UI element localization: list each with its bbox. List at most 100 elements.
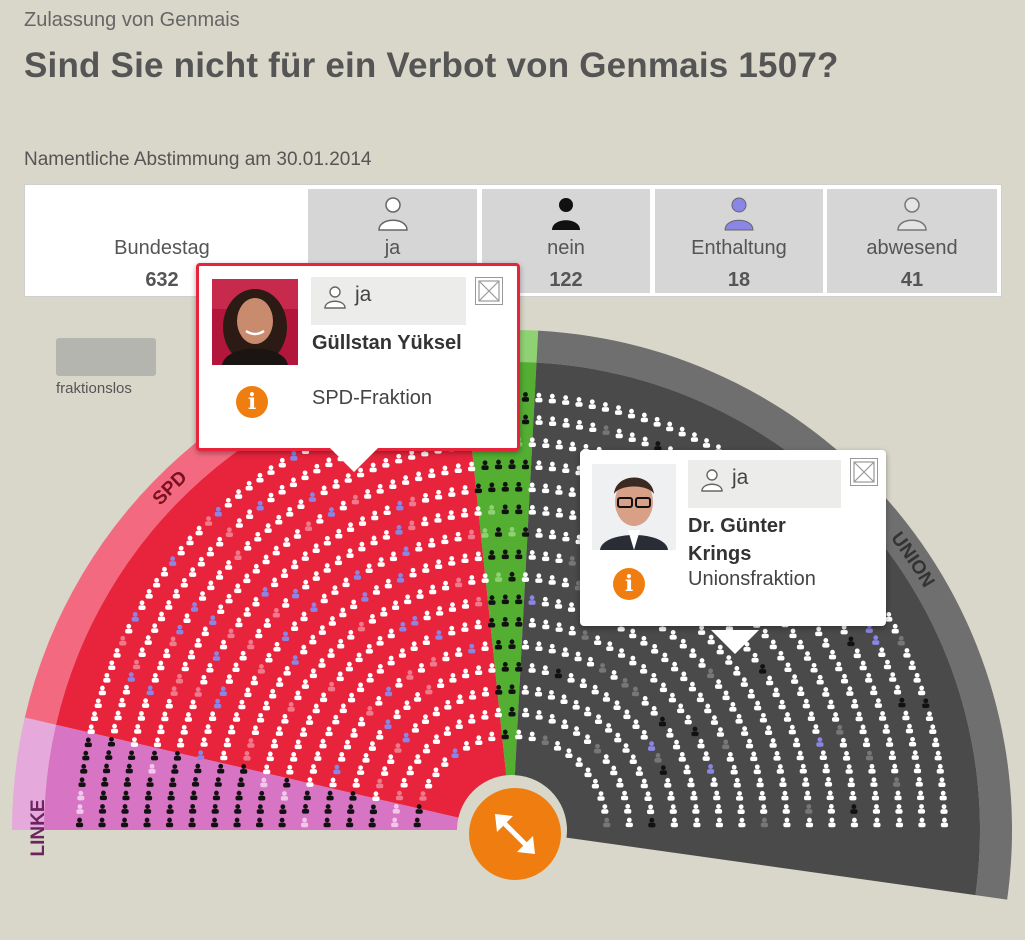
seat[interactable] (150, 750, 159, 761)
sector-union[interactable] (514, 362, 980, 896)
seat[interactable] (207, 580, 215, 591)
seat[interactable] (783, 712, 792, 722)
seat[interactable] (849, 790, 857, 801)
seat[interactable] (760, 817, 769, 828)
seat[interactable] (247, 738, 255, 748)
seat[interactable] (294, 739, 302, 750)
seat[interactable] (278, 484, 286, 495)
seat[interactable] (376, 635, 384, 646)
seat[interactable] (417, 663, 426, 673)
seat[interactable] (411, 723, 419, 733)
seat[interactable] (521, 414, 530, 425)
seat[interactable] (289, 477, 298, 488)
seat[interactable] (332, 479, 340, 489)
seat[interactable] (293, 529, 302, 539)
seat[interactable] (791, 674, 799, 684)
seat[interactable] (898, 697, 906, 708)
seat[interactable] (309, 668, 317, 679)
seat[interactable] (247, 639, 255, 650)
seat[interactable] (870, 777, 878, 787)
seat[interactable] (796, 639, 805, 650)
seat[interactable] (183, 613, 191, 623)
seat[interactable] (824, 777, 833, 787)
seat[interactable] (799, 763, 807, 774)
seat[interactable] (658, 716, 667, 727)
seat[interactable] (562, 417, 570, 428)
seat[interactable] (409, 567, 417, 578)
seat[interactable] (425, 778, 433, 789)
seat[interactable] (358, 541, 366, 552)
seat[interactable] (318, 658, 326, 668)
seat[interactable] (574, 651, 582, 662)
seat[interactable] (312, 543, 320, 554)
seat[interactable] (191, 777, 200, 787)
seat[interactable] (432, 706, 440, 717)
seat[interactable] (568, 625, 576, 636)
seat[interactable] (706, 764, 715, 774)
seat[interactable] (77, 790, 85, 801)
seat[interactable] (707, 668, 715, 679)
sector-linke[interactable] (44, 724, 459, 830)
seat[interactable] (394, 743, 402, 753)
seat[interactable] (915, 777, 923, 787)
seat[interactable] (561, 647, 569, 657)
seat[interactable] (206, 662, 214, 673)
seat[interactable] (376, 484, 384, 494)
seat[interactable] (304, 521, 313, 531)
seat[interactable] (878, 711, 887, 721)
seat[interactable] (197, 556, 205, 567)
seat[interactable] (594, 635, 602, 645)
seat[interactable] (932, 737, 940, 748)
seat[interactable] (223, 737, 232, 748)
seat[interactable] (610, 765, 618, 776)
seat[interactable] (408, 450, 416, 460)
seat[interactable] (87, 724, 95, 735)
seat[interactable] (303, 790, 311, 801)
seat[interactable] (169, 556, 177, 566)
seat[interactable] (929, 724, 937, 735)
seat[interactable] (777, 650, 785, 661)
seat[interactable] (225, 560, 233, 570)
seat[interactable] (356, 682, 365, 693)
seat[interactable] (501, 504, 509, 515)
seat[interactable] (495, 685, 503, 695)
seat[interactable] (521, 639, 530, 650)
seat[interactable] (895, 817, 904, 828)
seat[interactable] (209, 711, 217, 722)
seat[interactable] (822, 763, 830, 774)
seat[interactable] (189, 804, 197, 814)
seat[interactable] (842, 750, 851, 761)
seat[interactable] (501, 549, 509, 560)
seat[interactable] (735, 791, 744, 801)
seat[interactable] (312, 703, 320, 714)
seat[interactable] (488, 505, 496, 515)
seat[interactable] (361, 592, 369, 602)
seat[interactable] (333, 764, 341, 775)
member-info-button[interactable]: i (236, 386, 268, 418)
seat[interactable] (650, 672, 658, 683)
seat[interactable] (184, 712, 193, 722)
seat[interactable] (347, 630, 355, 640)
seat[interactable] (392, 803, 400, 814)
seat[interactable] (535, 528, 543, 538)
seat[interactable] (255, 628, 263, 639)
seat[interactable] (828, 649, 837, 660)
seat[interactable] (399, 621, 407, 632)
seat[interactable] (698, 658, 706, 668)
seat[interactable] (687, 777, 695, 788)
seat[interactable] (591, 778, 599, 789)
seat[interactable] (761, 628, 769, 639)
seat[interactable] (911, 750, 919, 760)
seat[interactable] (822, 638, 830, 648)
seat[interactable] (444, 699, 452, 710)
seat[interactable] (214, 698, 222, 709)
seat[interactable] (271, 577, 279, 588)
seat[interactable] (803, 790, 812, 801)
seat[interactable] (201, 626, 209, 637)
seat[interactable] (410, 641, 418, 652)
seat[interactable] (521, 685, 529, 695)
seat[interactable] (257, 664, 265, 674)
seat[interactable] (376, 729, 384, 740)
seat[interactable] (575, 419, 584, 430)
seat[interactable] (98, 804, 107, 814)
